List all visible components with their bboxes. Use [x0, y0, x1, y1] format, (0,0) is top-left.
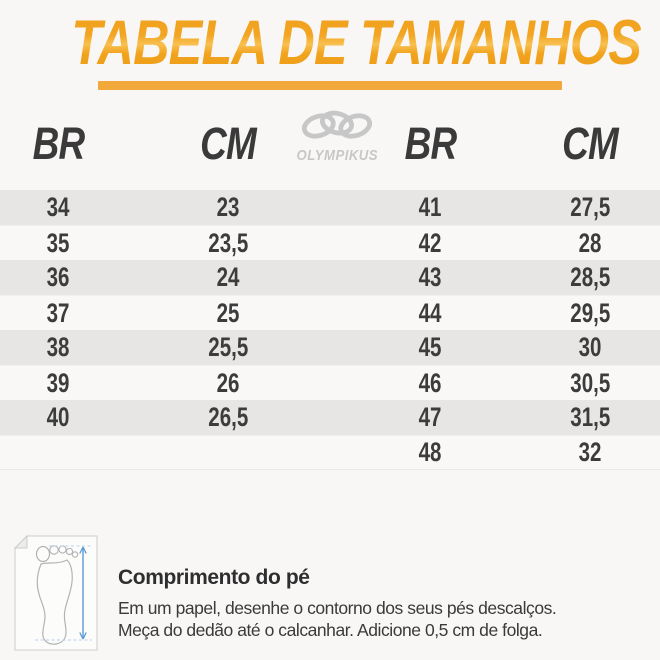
table-row: 40 26,5 47 31,5	[0, 400, 660, 435]
length-arrow-icon	[79, 546, 87, 640]
page-title: TABELA DE TAMANHOS	[0, 10, 660, 76]
table-row: 34 23 41 27,5	[0, 190, 660, 225]
foot-measurement-icon	[13, 534, 99, 652]
table-row: 36 24 43 28,5	[0, 260, 660, 295]
brand-logo: OLYMPIKUS	[283, 108, 391, 165]
table-row: 48 32	[0, 435, 660, 470]
instructions-line-2: Meça do dedão até o calcanhar. Adicione …	[118, 620, 543, 640]
table-row: 38 25,5 45 30	[0, 330, 660, 365]
header-br-right: BR	[404, 118, 456, 169]
table-row: 35 23,5 42 28	[0, 225, 660, 260]
page-title-text: TABELA DE TAMANHOS	[71, 8, 642, 78]
size-table-header: BR CM BR CM	[0, 116, 660, 172]
brand-name: OLYMPIKUS	[296, 147, 378, 164]
header-br-left: BR	[32, 118, 84, 169]
title-underline	[98, 81, 562, 90]
table-row: 39 26 46 30,5	[0, 365, 660, 400]
table-row: 37 25 44 29,5	[0, 295, 660, 330]
instructions-heading: Comprimento do pé	[118, 566, 310, 589]
header-cm-right: CM	[562, 118, 619, 169]
olympikus-rings-icon	[291, 110, 383, 146]
instructions-line-1: Em um papel, desenhe o contorno dos seus…	[118, 598, 557, 618]
header-cm-left: CM	[200, 118, 257, 169]
